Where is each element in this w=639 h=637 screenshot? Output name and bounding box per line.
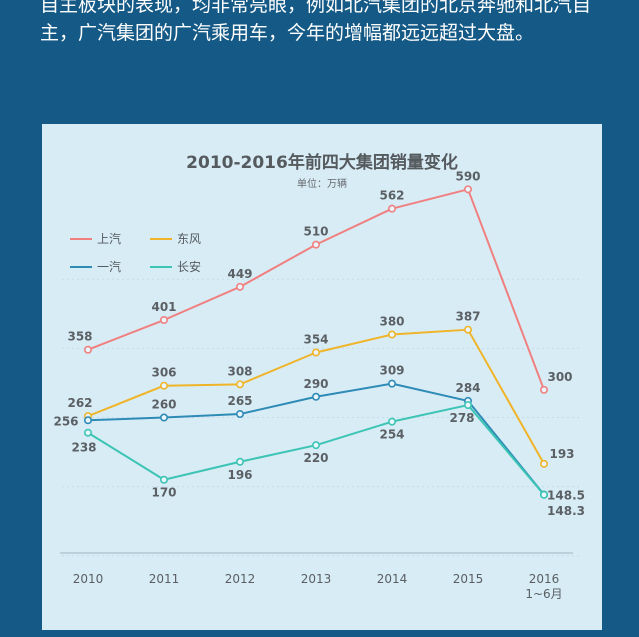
legend-label: 一汽 xyxy=(97,259,121,274)
data-point xyxy=(311,240,320,249)
data-point xyxy=(311,392,320,401)
data-point xyxy=(387,330,396,339)
data-label: 238 xyxy=(71,441,96,455)
data-label: 284 xyxy=(455,381,480,395)
intro-line-1: 自主板块的表现，均非常亮眼，例如北汽集团的北京奔驰和北汽自 xyxy=(40,0,592,16)
data-label: 562 xyxy=(379,189,404,203)
data-label: 387 xyxy=(455,310,480,324)
data-point xyxy=(236,282,245,291)
data-label: 300 xyxy=(547,370,572,384)
data-point xyxy=(311,441,320,450)
legend-label: 东风 xyxy=(177,232,201,246)
data-point xyxy=(539,385,548,394)
intro-text: 自主板块的表现，均非常亮眼，例如北汽集团的北京奔驰和北汽自 主，广汽集团的广汽乘… xyxy=(40,0,620,47)
data-labels: 358 401 449 510 562 590 300 262 306 308 354 380 387 1… xyxy=(53,169,585,517)
data-label: 196 xyxy=(227,468,252,482)
series-line xyxy=(87,188,545,391)
data-point xyxy=(539,490,548,499)
chart-card: 2010-2016年前四大集团销量变化 单位：万辆 上汽 东风一汽 长安 358 40… xyxy=(42,124,602,630)
data-point xyxy=(160,381,169,390)
data-label: 590 xyxy=(455,169,480,183)
data-label: 401 xyxy=(151,300,176,314)
data-point xyxy=(387,379,396,388)
data-point xyxy=(463,325,472,334)
x-tick-label: 2016 xyxy=(529,572,560,586)
intro-line-2: 主，广汽集团的广汽乘用车，今年的增幅都远远超过大盘。 xyxy=(40,22,535,44)
x-tick-label: 2012 xyxy=(225,572,256,586)
data-point xyxy=(463,185,472,194)
data-point xyxy=(463,401,472,410)
data-point xyxy=(160,316,169,325)
data-label: 256 xyxy=(53,414,78,428)
x-tick-label: 2010 xyxy=(73,572,104,586)
chart-title: 2010-2016年前四大集团销量变化 xyxy=(186,152,458,173)
data-label: 254 xyxy=(379,428,404,442)
data-label: 148.5 xyxy=(547,489,585,503)
data-label: 380 xyxy=(379,315,404,329)
data-label: 170 xyxy=(151,486,176,500)
data-point xyxy=(83,345,92,354)
data-label: 278 xyxy=(449,411,474,425)
data-point xyxy=(236,380,245,389)
data-label: 193 xyxy=(549,447,574,461)
data-label: 220 xyxy=(303,451,328,465)
data-label: 265 xyxy=(227,394,252,408)
data-point xyxy=(387,417,396,426)
data-label: 354 xyxy=(303,333,328,347)
chart-unit: 单位：万辆 xyxy=(297,177,347,190)
series-layer xyxy=(83,185,548,499)
x-tick-sublabel: 1~6月 xyxy=(525,587,562,601)
data-label: 262 xyxy=(67,396,92,410)
data-label: 358 xyxy=(67,330,92,344)
data-label: 309 xyxy=(379,364,404,378)
data-point xyxy=(83,416,92,425)
x-tick-label: 2013 xyxy=(301,572,332,586)
data-point xyxy=(236,457,245,466)
data-label: 260 xyxy=(151,398,176,412)
data-point xyxy=(539,459,548,468)
data-label: 148.3 xyxy=(547,504,585,518)
data-label: 308 xyxy=(227,364,252,378)
x-tick-label: 2014 xyxy=(377,572,408,586)
data-point xyxy=(311,348,320,357)
data-point xyxy=(160,475,169,484)
x-tick-label: 2011 xyxy=(149,572,180,586)
data-label: 449 xyxy=(227,267,252,281)
data-point xyxy=(387,204,396,213)
data-point xyxy=(236,410,245,419)
legend-label: 长安 xyxy=(177,259,201,274)
data-point xyxy=(160,413,169,422)
data-point xyxy=(83,428,92,437)
data-label: 306 xyxy=(151,366,176,380)
legend-label: 上汽 xyxy=(97,231,121,246)
data-label: 290 xyxy=(303,377,328,391)
data-label: 510 xyxy=(303,225,328,239)
x-tick-label: 2015 xyxy=(453,572,484,586)
